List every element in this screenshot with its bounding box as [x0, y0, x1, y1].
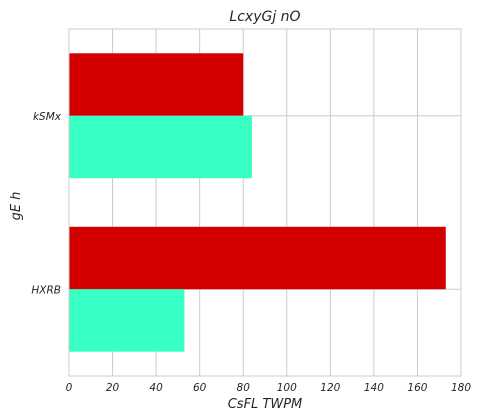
- bar-hxrb-series-2: [69, 289, 185, 352]
- bar-ksmx-series-1: [69, 53, 244, 116]
- chart-title: LcxyGj nO: [229, 9, 300, 25]
- tick-labels: 0 20 40 60 80 100 120 140 160 180 kSMx HXRB: [31, 111, 471, 394]
- x-tick-label: 80: [237, 382, 251, 394]
- x-tick-label: 140: [364, 382, 384, 394]
- bar-ksmx-series-2: [69, 115, 252, 179]
- y-tick-label: HXRB: [31, 284, 61, 296]
- x-tick-label: 60: [193, 382, 207, 394]
- y-tick-label: kSMx: [33, 111, 62, 123]
- x-tick-label: 120: [320, 382, 340, 394]
- x-tick-label: 180: [451, 382, 471, 394]
- bar-hxrb-series-1: [69, 226, 446, 290]
- x-tick-label: 0: [66, 382, 73, 394]
- plot-frame: [68, 28, 462, 377]
- y-axis-label: gE h: [9, 192, 24, 221]
- bars: [69, 53, 446, 352]
- x-axis-label: CsFL TWPM: [228, 397, 303, 412]
- x-tick-label: 20: [106, 382, 120, 394]
- x-tick-label: 40: [149, 382, 163, 394]
- x-tick-label: 160: [407, 382, 427, 394]
- x-tick-label: 100: [277, 382, 297, 394]
